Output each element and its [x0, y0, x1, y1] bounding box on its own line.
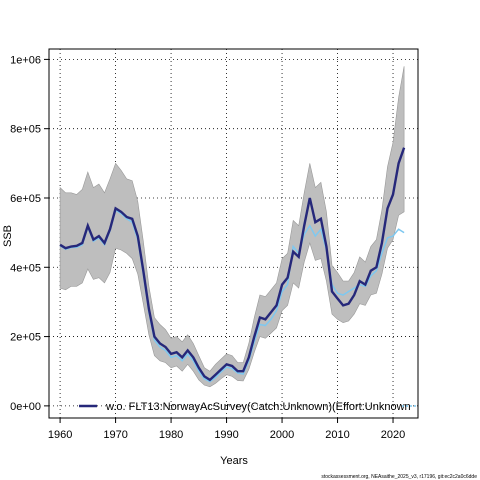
- y-tick-label: 2e+05: [10, 332, 41, 344]
- x-tick-label: 1970: [103, 429, 127, 441]
- legend-label: w.o. FLT13:NorwayAcSurvey(Catch:Unknown)…: [105, 401, 411, 413]
- y-tick-label: 6e+05: [10, 193, 41, 205]
- x-axis: 1960 1970 1980 1990 2000 2010 2020: [48, 418, 405, 441]
- x-tick-label: 2010: [325, 429, 349, 441]
- y-tick-label: 4e+05: [10, 262, 41, 274]
- series-line-without-flt13: [59, 208, 405, 383]
- y-tick-label: 0e+00: [10, 401, 41, 413]
- x-tick-label: 1980: [159, 429, 183, 441]
- y-tick-label: 8e+05: [10, 124, 41, 136]
- x-tick-label: 1960: [48, 429, 72, 441]
- x-tick-label: 1990: [214, 429, 238, 441]
- confidence-band: [59, 66, 405, 388]
- y-axis: 0e+00 2e+05 4e+05 6e+05 8e+05 1e+06: [10, 54, 49, 413]
- x-axis-title: Years: [220, 455, 248, 467]
- y-axis-title: SSB: [2, 225, 14, 247]
- x-tick-label: 2000: [270, 429, 294, 441]
- y-tick-label: 1e+06: [10, 54, 41, 66]
- plot-frame: [48, 48, 419, 419]
- footer-credit: stockassessment.org, NEAsaithe_2025_v3, …: [321, 474, 477, 480]
- legend: w.o. FLT13:NorwayAcSurvey(Catch:Unknown)…: [79, 401, 418, 413]
- series-line-ssb: [59, 147, 406, 382]
- x-tick-label: 2020: [381, 429, 405, 441]
